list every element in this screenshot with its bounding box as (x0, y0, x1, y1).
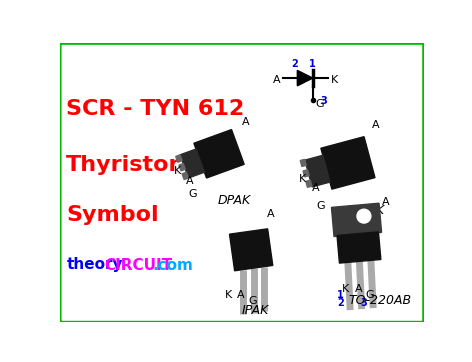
Text: 1: 1 (309, 59, 316, 69)
Text: 2: 2 (291, 59, 298, 69)
Text: A: A (237, 290, 245, 299)
Bar (337, 232, 381, 263)
Text: A: A (312, 183, 320, 193)
Text: 3: 3 (361, 298, 367, 308)
Text: 1: 1 (337, 290, 344, 300)
Bar (300, 159, 306, 167)
Text: G: G (316, 99, 324, 109)
Text: IPAK: IPAK (241, 304, 269, 317)
Text: A: A (267, 210, 274, 219)
Bar (306, 180, 312, 187)
Text: D²PAK: D²PAK (347, 205, 385, 217)
Text: K: K (225, 290, 232, 299)
Text: K: K (342, 284, 349, 294)
Bar (303, 170, 309, 177)
Text: A: A (273, 75, 280, 85)
Text: DPAK: DPAK (218, 194, 251, 207)
Text: A: A (382, 197, 390, 207)
Bar (180, 149, 204, 178)
Text: G: G (188, 189, 197, 199)
Text: 2: 2 (337, 298, 344, 308)
Text: Thyristor: Thyristor (67, 155, 181, 175)
Circle shape (357, 209, 371, 223)
Text: K: K (330, 75, 337, 85)
Text: K: K (299, 174, 306, 184)
Text: G: G (317, 201, 325, 211)
Bar (179, 164, 185, 171)
Bar (176, 155, 182, 162)
Text: Symbol: Symbol (67, 205, 159, 225)
Text: G: G (365, 290, 374, 299)
Text: A: A (185, 176, 194, 186)
Bar (305, 155, 330, 187)
Text: theory: theory (67, 257, 123, 273)
Text: G: G (248, 296, 257, 306)
Polygon shape (297, 70, 313, 86)
Text: K: K (174, 167, 181, 176)
Text: A: A (355, 284, 362, 294)
Bar (194, 130, 244, 178)
Text: 3: 3 (320, 96, 327, 105)
Text: TO-220AB: TO-220AB (349, 294, 412, 307)
Bar (321, 137, 375, 189)
Text: .com: .com (152, 257, 194, 273)
Text: A: A (242, 117, 250, 127)
Text: SCR - TYN 612: SCR - TYN 612 (67, 99, 244, 119)
Bar (229, 229, 273, 271)
Text: CIRCUIT: CIRCUIT (104, 257, 172, 273)
Bar (182, 172, 188, 180)
Text: A: A (372, 120, 379, 130)
Bar (331, 203, 381, 236)
